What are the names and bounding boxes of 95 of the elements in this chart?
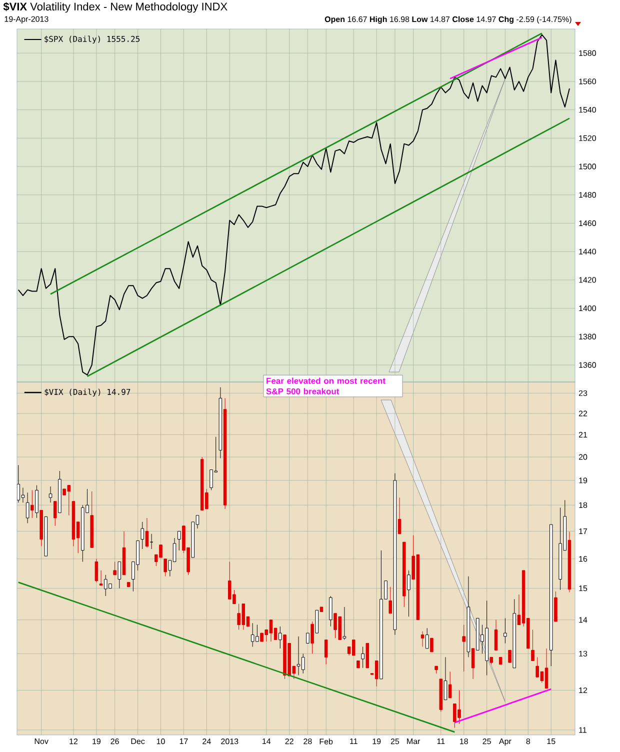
y-tick-label: 1580	[579, 50, 596, 56]
x-tick-label: 28	[304, 738, 312, 744]
x-tick-label: 14	[262, 738, 271, 744]
annotation: Fear elevated on most recent S&P 500 breakout	[266, 378, 386, 394]
candlestick	[278, 626, 282, 649]
x-tick-label: 2013	[221, 738, 238, 744]
y-tick-label: 1400	[579, 305, 596, 312]
y-tick-label: 1540	[579, 106, 596, 113]
candlestick	[113, 562, 116, 576]
line-series	[18, 34, 570, 376]
y-tick-label: 1520	[579, 135, 596, 141]
y-tick-label: 1440	[579, 248, 596, 254]
y-tick-label: 1500	[579, 164, 596, 170]
y-tick-label: 1460	[579, 220, 596, 226]
candlestick	[48, 486, 52, 503]
candlestick	[494, 620, 498, 650]
candlestick	[531, 629, 534, 661]
x-tick-label: 19	[92, 738, 101, 744]
candlestick	[26, 492, 30, 524]
candlestick	[462, 624, 466, 672]
candlestick	[315, 610, 319, 634]
y-tick-label: 19	[579, 478, 588, 484]
x-tick-label: 10	[156, 738, 165, 744]
candlestick	[99, 570, 103, 586]
y-tick-label: 23	[578, 390, 588, 396]
candlestick	[388, 586, 392, 614]
y-tick-label: 1480	[579, 192, 596, 198]
candlestick	[374, 660, 378, 687]
x-tick-label: Nov	[34, 738, 48, 744]
y-tick-label: 1560	[579, 78, 596, 84]
y-tick-label: 1380	[579, 334, 596, 340]
candlestick	[420, 631, 424, 647]
x-tick-label: Mar	[407, 738, 420, 744]
candlestick	[430, 638, 434, 652]
x-tick-label: 25	[390, 738, 400, 744]
x-tick-label: 22	[285, 738, 294, 744]
x-tick-label: 19	[372, 738, 381, 744]
text: Open 16.67 High 16.98 Low 14.87 Close 14.97 Chg -2.59 (-14.75%)	[324, 16, 572, 24]
candlestick	[177, 530, 181, 551]
x-tick-label: 24	[202, 738, 211, 744]
x-tick-label: Feb	[320, 738, 333, 744]
y-tick-label: 17	[579, 528, 588, 534]
candlestick	[324, 640, 328, 665]
x-tick-label: Dec	[131, 738, 145, 744]
candlestick	[425, 628, 429, 649]
y-tick-label: 15	[579, 586, 588, 592]
y-tick-label: 11	[579, 727, 586, 733]
candlestick	[471, 648, 475, 680]
x-tick-label: 17	[180, 738, 188, 744]
candlestick	[301, 653, 305, 674]
candlestick	[310, 621, 314, 654]
candlestick	[94, 558, 98, 583]
y-tick-label: 18	[579, 502, 588, 508]
x-tick-label: 15	[547, 738, 556, 744]
candlestick	[306, 632, 310, 644]
x-tick-label: 12	[70, 738, 78, 744]
candlestick	[329, 596, 332, 627]
y-tick-label: 16	[579, 556, 588, 562]
candlestick	[504, 618, 507, 644]
x-tick-label: 25	[482, 738, 491, 744]
candlestick	[342, 606, 346, 640]
candlestick	[30, 490, 34, 518]
y-tick-label: 14	[579, 617, 588, 623]
candlestick	[164, 558, 167, 577]
candlestick	[53, 501, 57, 526]
y-tick-label: 20	[578, 454, 588, 460]
x-tick-label: 26	[110, 738, 119, 744]
y-tick-label: 1360	[579, 362, 596, 368]
x-tick-label: Apr	[498, 738, 512, 746]
y-tick-label: 13	[579, 650, 588, 657]
candlestick	[35, 485, 38, 518]
x-tick-label: 8	[526, 738, 530, 744]
x-tick-label: 11	[437, 738, 445, 744]
candlestick	[554, 591, 558, 622]
legend-label: $VIX (Daily) 14.97	[44, 388, 130, 396]
candlestick	[407, 570, 410, 617]
x-tick-label: 18	[460, 738, 468, 744]
chart-title: $VIX Volatility Index - New Methodology INDX	[3, 2, 228, 13]
candlestick	[140, 522, 144, 550]
y-tick-label: 22	[578, 410, 588, 416]
x-tick-label: 11	[350, 738, 358, 744]
candlestick	[508, 650, 512, 663]
candlestick	[118, 562, 122, 589]
candlestick	[145, 518, 149, 548]
candlestick	[444, 656, 448, 700]
legend-label: $SPX (Daily) 1555.25	[44, 36, 140, 44]
y-tick-label: 21	[578, 432, 588, 438]
candlestick	[361, 646, 364, 668]
candlestick	[448, 671, 452, 698]
y-tick-label: 1420	[579, 277, 596, 283]
y-tick-label: 12	[579, 687, 588, 694]
candlestick	[398, 497, 402, 534]
candlestick	[17, 464, 20, 503]
chart-subtitle: 19-Apr-2013	[4, 16, 48, 24]
candlestick	[21, 487, 25, 503]
